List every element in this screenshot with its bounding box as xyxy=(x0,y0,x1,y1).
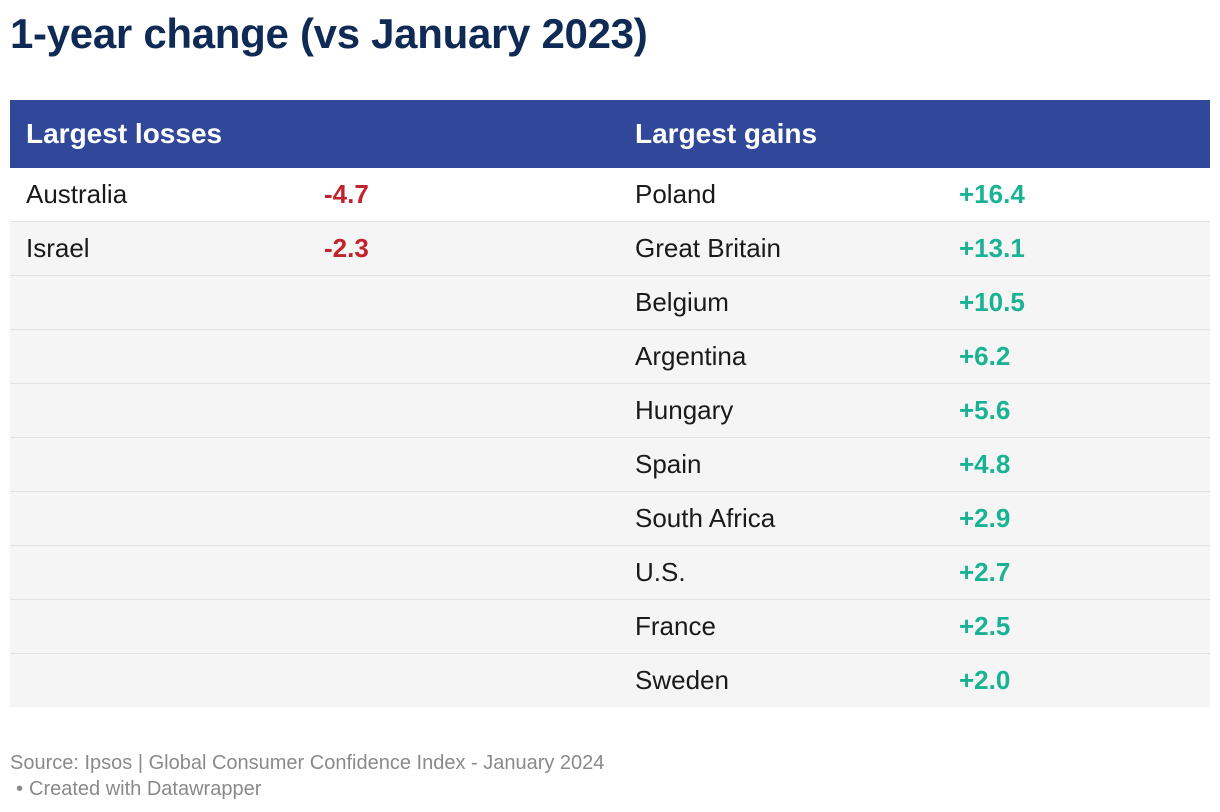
gain-value-cell: +5.6 xyxy=(959,395,1011,425)
table-body: Australia -4.7 Poland +16.4 Israel -2.3 Great … xyxy=(10,168,1210,707)
gain-country-cell: Spain xyxy=(635,449,702,479)
gain-country-cell: Belgium xyxy=(635,287,729,317)
credit-line: • Created with Datawrapper xyxy=(10,776,604,802)
gain-country-cell: Argentina xyxy=(635,341,747,371)
gain-value-cell: +2.9 xyxy=(959,503,1011,533)
table-row: Argentina +6.2 xyxy=(10,330,1210,384)
gains-column-header: Largest gains xyxy=(635,118,818,149)
credit-text: Created with Datawrapper xyxy=(29,778,262,800)
gain-value-cell: +16.4 xyxy=(959,179,1025,209)
table-row: Israel -2.3 Great Britain +13.1 xyxy=(10,222,1210,276)
gain-country-cell: U.S. xyxy=(635,557,686,587)
change-table: Largest losses Largest gains Australia -4… xyxy=(10,100,1210,707)
gain-value-cell: +2.5 xyxy=(959,611,1011,641)
table-row: Australia -4.7 Poland +16.4 xyxy=(10,168,1210,222)
loss-value-cell: -2.3 xyxy=(324,233,369,263)
gain-country-cell: South Africa xyxy=(635,503,776,533)
chart-title: 1-year change (vs January 2023) xyxy=(10,10,648,57)
gain-country-cell: Sweden xyxy=(635,665,729,695)
gain-country-cell: Hungary xyxy=(635,395,734,425)
table-row: U.S. +2.7 xyxy=(10,546,1210,600)
table-row: France +2.5 xyxy=(10,600,1210,654)
table-row: Spain +4.8 xyxy=(10,438,1210,492)
loss-country-cell: Israel xyxy=(26,233,90,263)
loss-country-cell: Australia xyxy=(26,179,128,209)
losses-column-header: Largest losses xyxy=(26,118,223,149)
gain-value-cell: +6.2 xyxy=(959,341,1011,371)
table-header: Largest losses Largest gains xyxy=(10,100,1210,168)
gain-value-cell: +10.5 xyxy=(959,287,1025,317)
footer: Source: Ipsos | Global Consumer Confiden… xyxy=(10,750,604,802)
gain-country-cell: Poland xyxy=(635,179,716,209)
gain-value-cell: +4.8 xyxy=(959,449,1011,479)
table-row: Sweden +2.0 xyxy=(10,654,1210,707)
gain-country-cell: Great Britain xyxy=(635,233,781,263)
table-row: South Africa +2.9 xyxy=(10,492,1210,546)
source-note: Source: Ipsos | Global Consumer Confiden… xyxy=(10,752,605,774)
gain-value-cell: +2.7 xyxy=(959,557,1011,587)
gain-value-cell: +2.0 xyxy=(959,665,1011,695)
table-row: Hungary +5.6 xyxy=(10,384,1210,438)
gain-value-cell: +13.1 xyxy=(959,233,1025,263)
table-row: Belgium +10.5 xyxy=(10,276,1210,330)
bullet-dot: • xyxy=(16,778,24,800)
loss-value-cell: -4.7 xyxy=(324,179,369,209)
gain-country-cell: France xyxy=(635,611,716,641)
